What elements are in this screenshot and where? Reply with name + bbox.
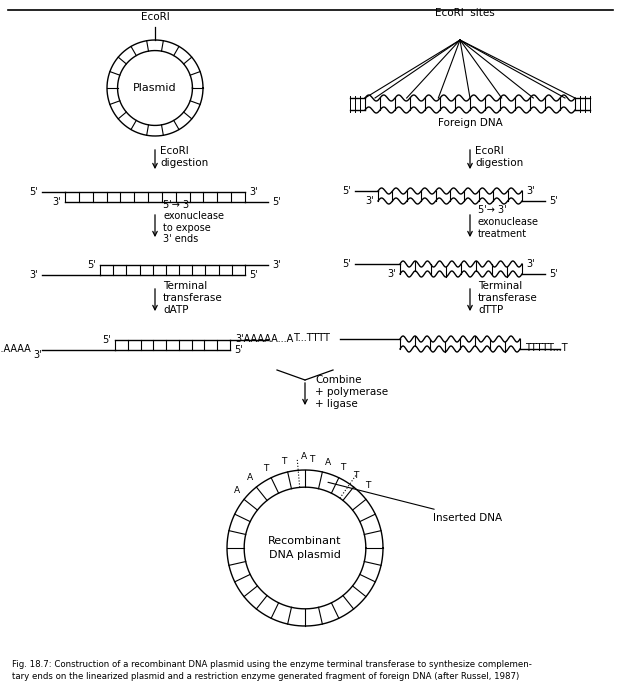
Text: 5': 5' bbox=[87, 260, 96, 270]
Text: 5': 5' bbox=[29, 187, 38, 197]
Text: A: A bbox=[325, 457, 331, 466]
Text: 5': 5' bbox=[549, 196, 558, 206]
Text: 3': 3' bbox=[365, 196, 374, 206]
Text: Plasmid: Plasmid bbox=[133, 83, 177, 93]
Text: Combine
+ polymerase
+ ligase: Combine + polymerase + ligase bbox=[315, 375, 388, 409]
Text: 3': 3' bbox=[29, 270, 38, 280]
Text: 5': 5' bbox=[272, 197, 281, 207]
Text: EcoRI: EcoRI bbox=[140, 12, 170, 22]
Text: 5': 5' bbox=[102, 335, 111, 345]
Text: 5': 5' bbox=[234, 345, 243, 355]
Text: 3': 3' bbox=[52, 197, 61, 207]
Text: 3': 3' bbox=[249, 187, 258, 197]
Text: TTTTT...T: TTTTT...T bbox=[525, 343, 568, 353]
Text: EcoRI
digestion: EcoRI digestion bbox=[160, 146, 208, 168]
Text: Foreign DNA: Foreign DNA bbox=[438, 118, 502, 128]
Text: Terminal
transferase
dATP: Terminal transferase dATP bbox=[163, 281, 223, 314]
Text: A: A bbox=[233, 486, 240, 496]
Text: T: T bbox=[309, 455, 314, 464]
Text: 3': 3' bbox=[34, 350, 42, 360]
Text: A: A bbox=[247, 473, 253, 482]
Text: 5'→ 3'
exonuclease
treatment: 5'→ 3' exonuclease treatment bbox=[478, 205, 539, 239]
Text: 5': 5' bbox=[342, 259, 351, 269]
Text: T...TTTT: T...TTTT bbox=[293, 333, 330, 343]
Text: A: A bbox=[301, 452, 307, 461]
Text: Recombinant
DNA plasmid: Recombinant DNA plasmid bbox=[268, 536, 342, 560]
Text: 3'AAAAA...A: 3'AAAAA...A bbox=[235, 334, 293, 344]
Text: 5'→ 3'
exonuclease
to expose
3' ends: 5'→ 3' exonuclease to expose 3' ends bbox=[163, 200, 224, 244]
Text: 3': 3' bbox=[526, 259, 535, 269]
Text: T: T bbox=[365, 480, 371, 489]
Text: T: T bbox=[281, 457, 286, 466]
Text: 3': 3' bbox=[526, 186, 535, 196]
Text: A...AAAA: A...AAAA bbox=[0, 344, 32, 354]
Text: 5': 5' bbox=[249, 270, 258, 280]
Text: 3': 3' bbox=[272, 260, 281, 270]
Text: EcoRI  sites: EcoRI sites bbox=[435, 8, 495, 18]
Text: 5': 5' bbox=[549, 269, 558, 279]
Text: tary ends on the linearized plasmid and a restriction enzyme generated fragment : tary ends on the linearized plasmid and … bbox=[12, 672, 519, 681]
Text: Fig. 18.7: Construction of a recombinant DNA plasmid using the enzyme terminal t: Fig. 18.7: Construction of a recombinant… bbox=[12, 660, 532, 669]
Text: Terminal
transferase
dTTP: Terminal transferase dTTP bbox=[478, 281, 538, 314]
Text: 3': 3' bbox=[388, 269, 396, 279]
Text: EcoRI
digestion: EcoRI digestion bbox=[475, 146, 524, 168]
Text: T: T bbox=[263, 464, 269, 473]
Text: T: T bbox=[353, 471, 359, 480]
Text: 5': 5' bbox=[342, 186, 351, 196]
Text: Inserted DNA: Inserted DNA bbox=[328, 482, 502, 523]
Text: T: T bbox=[340, 463, 345, 472]
